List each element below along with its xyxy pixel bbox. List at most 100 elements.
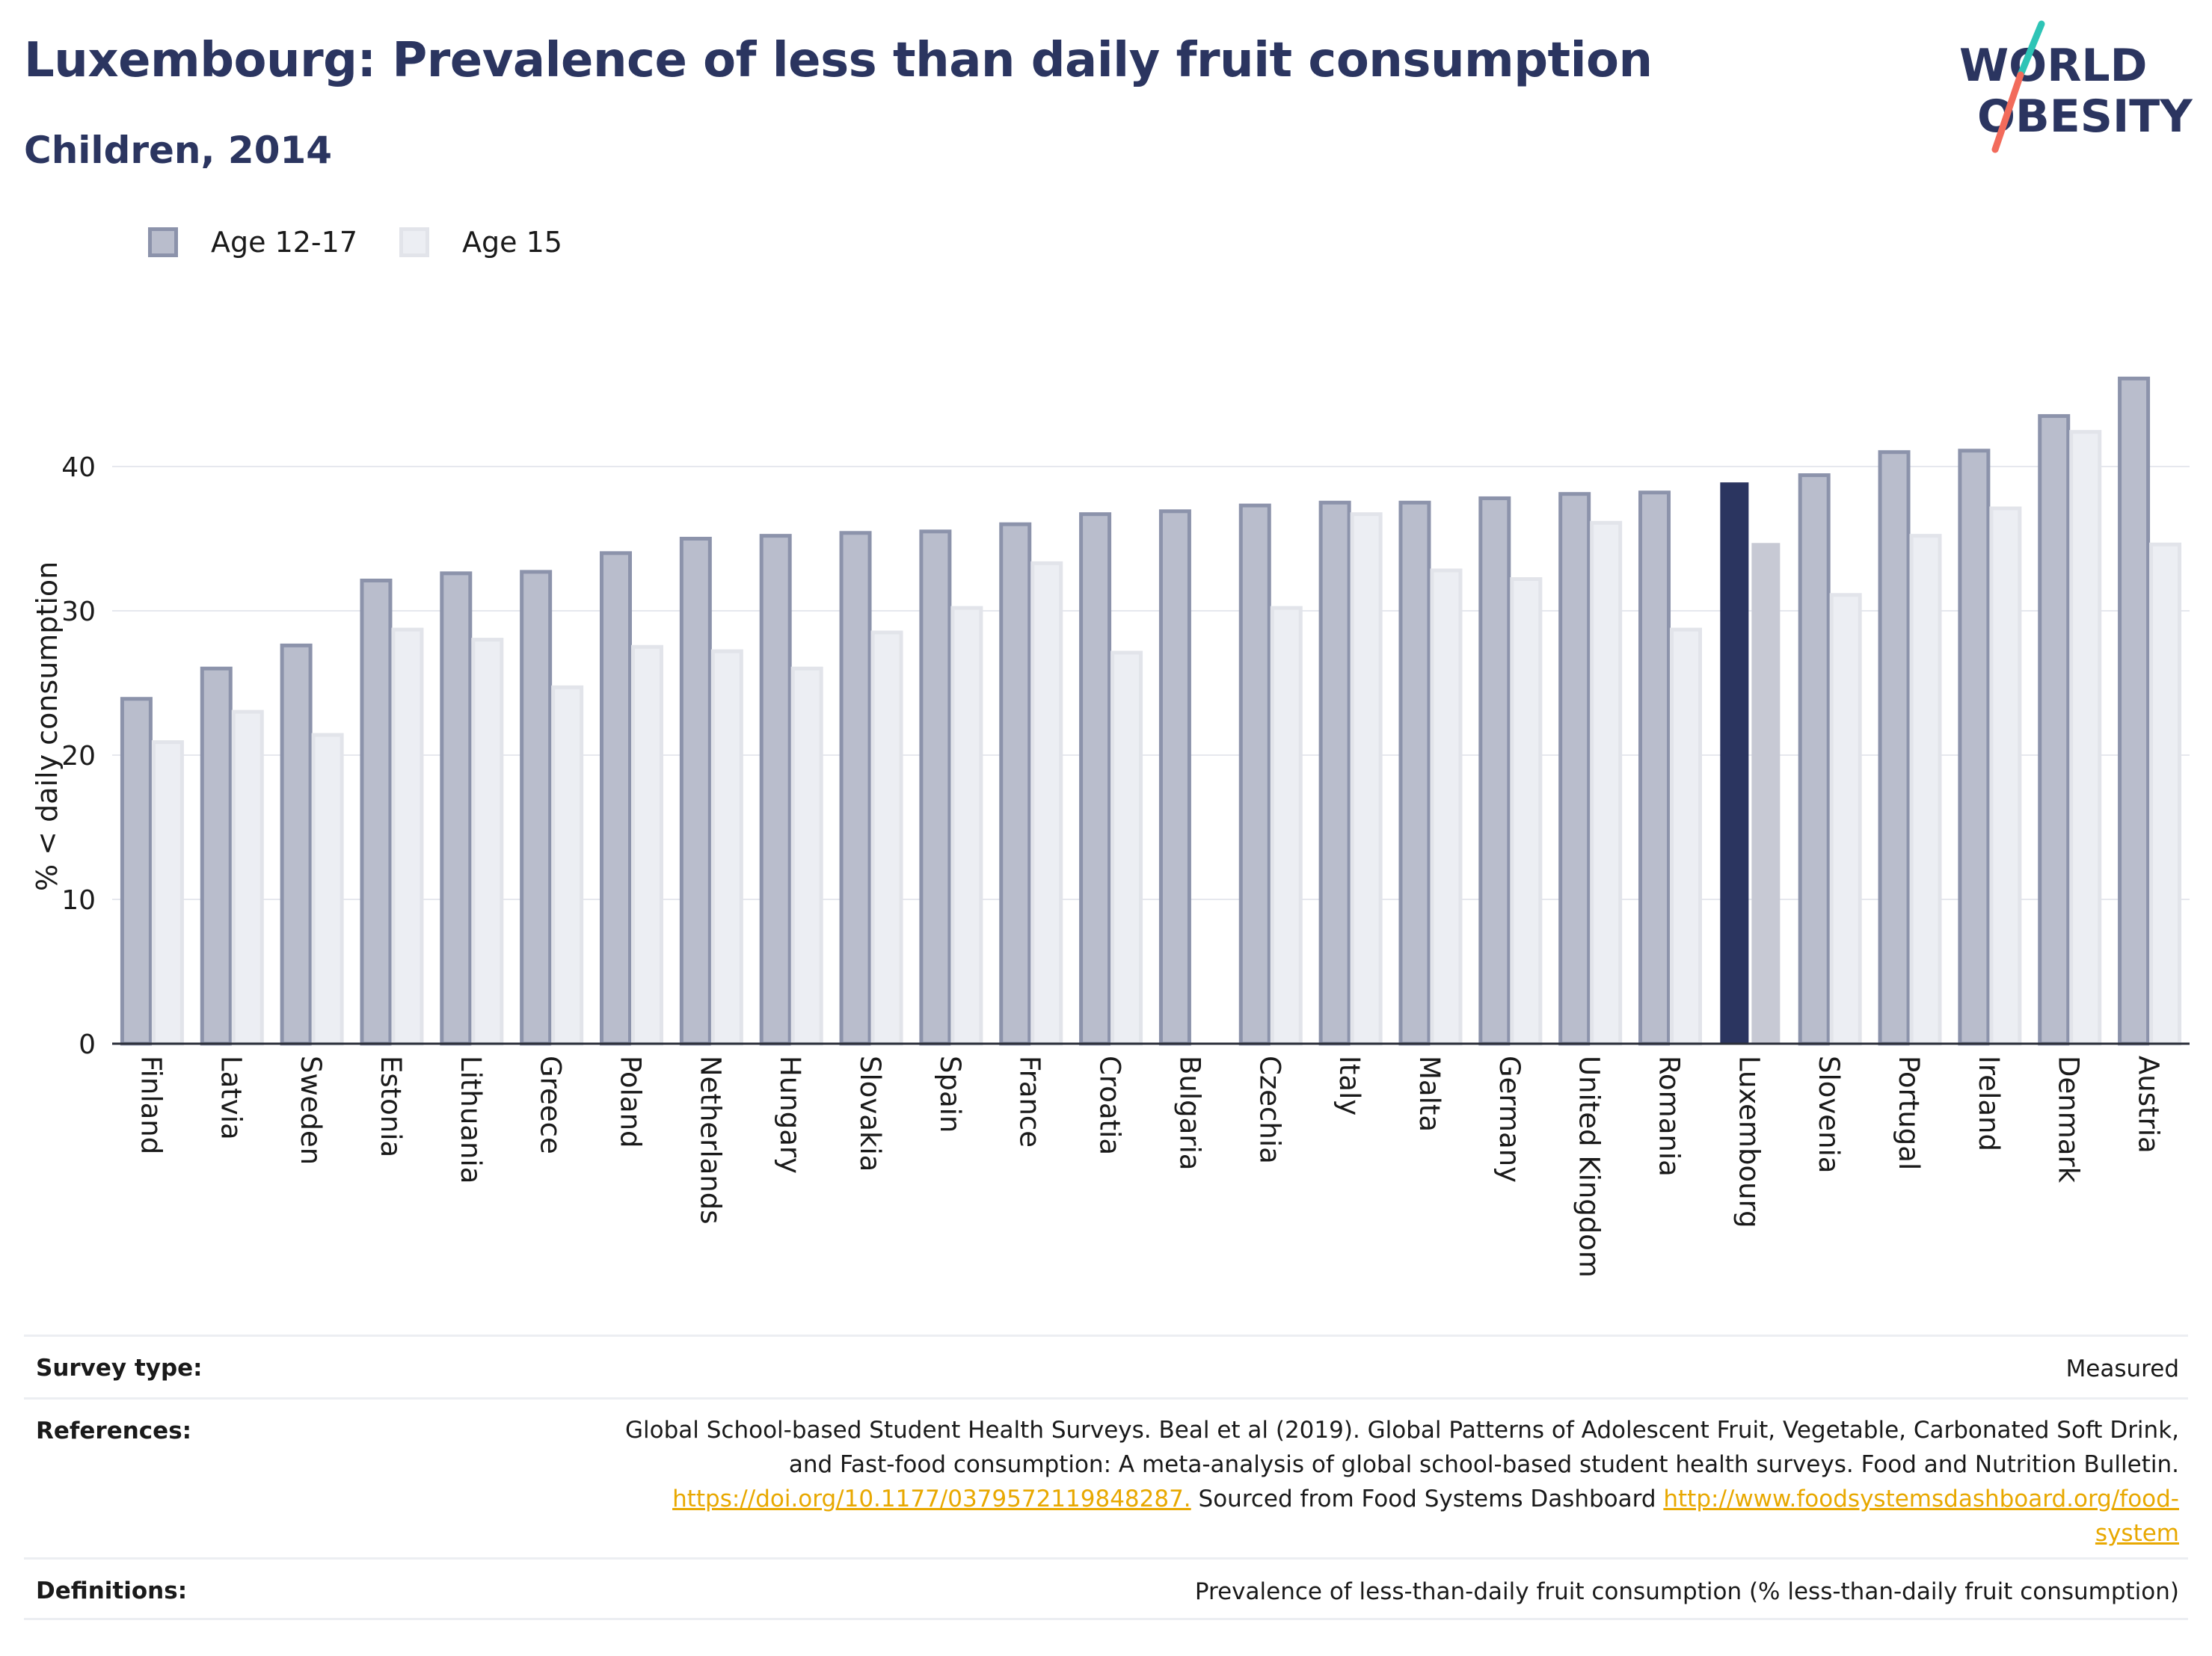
bar-age-12-17-hungary: [759, 534, 792, 1046]
bar-age-15-poland: [631, 644, 663, 1046]
chart-title: Luxembourg: Prevalence of less than dail…: [24, 33, 1653, 88]
bar-age-15-slovenia: [1829, 593, 1862, 1046]
logo-word-world: WORLD: [1959, 40, 2147, 92]
references-label: References:: [36, 1418, 192, 1444]
bar-age-15-netherlands: [710, 649, 743, 1046]
bar-age-15-germany: [1510, 577, 1543, 1046]
bar-age-15-greece: [551, 685, 584, 1046]
x-tick-label-portugal: Portugal: [1893, 1056, 1925, 1170]
x-tick-label-poland: Poland: [615, 1056, 647, 1148]
x-tick-label-latvia: Latvia: [215, 1056, 247, 1140]
world-obesity-logo: WORLD OBESITY: [1959, 20, 2193, 153]
survey-type-label: Survey type:: [36, 1355, 203, 1382]
bar-age-12-17-luxembourg: [1720, 482, 1749, 1044]
bar-age-12-17-united-kingdom: [1558, 492, 1591, 1046]
y-tick-label-0: 0: [79, 1029, 96, 1060]
x-tick-label-germany: Germany: [1493, 1056, 1526, 1183]
info-row-definitions: Definitions: Prevalence of less-than-dai…: [24, 1557, 2188, 1620]
food-systems-dashboard-link-cont[interactable]: system: [2095, 1520, 2179, 1547]
legend-label-age-12-17: Age 12-17: [211, 226, 357, 259]
bar-age-15-latvia: [231, 710, 264, 1046]
legend-label-age-15: Age 15: [462, 226, 562, 259]
references-line-2: and Fast-food consumption: A meta-analys…: [788, 1451, 2179, 1478]
x-tick-label-hungary: Hungary: [774, 1056, 806, 1174]
x-tick-label-greece: Greece: [535, 1056, 567, 1154]
bar-age-15-slovakia: [870, 630, 903, 1046]
y-tick-label-20: 20: [61, 741, 96, 772]
logo-slash-teal: [2017, 20, 2045, 79]
bar-age-12-17-germany: [1478, 496, 1511, 1046]
x-tick-label-bulgaria: Bulgaria: [1173, 1056, 1205, 1170]
x-tick-label-slovakia: Slovakia: [854, 1056, 886, 1172]
x-tick-label-austria: Austria: [2133, 1056, 2165, 1154]
x-tick-label-sweden: Sweden: [295, 1056, 327, 1165]
bar-age-12-17-slovakia: [839, 531, 872, 1046]
bar-age-15-finland: [151, 740, 184, 1046]
legend-item-age-12-17[interactable]: Age 12-17: [148, 220, 357, 265]
bar-age-12-17-sweden: [280, 643, 313, 1046]
legend-item-age-15[interactable]: Age 15: [399, 220, 562, 265]
bar-age-15-luxembourg: [1751, 543, 1781, 1044]
bar-age-12-17-latvia: [200, 666, 233, 1046]
doi-link[interactable]: https://doi.org/10.1177/0379572119848287…: [672, 1486, 1191, 1512]
bar-age-15-portugal: [1909, 534, 1942, 1046]
x-tick-label-lithuania: Lithuania: [455, 1056, 487, 1183]
bar-age-12-17-finland: [120, 697, 153, 1046]
info-table: Survey type: Measured References: Global…: [24, 1335, 2188, 1620]
y-axis-label: % < daily consumption: [31, 561, 64, 891]
x-tick-label-malta: Malta: [1413, 1056, 1446, 1132]
x-tick-label-united-kingdom: United Kingdom: [1573, 1056, 1606, 1278]
bar-age-15-spain: [950, 606, 983, 1046]
bar-age-12-17-spain: [919, 529, 952, 1046]
x-tick-label-italy: Italy: [1333, 1056, 1365, 1115]
x-tick-label-romania: Romania: [1653, 1056, 1686, 1177]
bar-age-12-17-bulgaria: [1158, 509, 1191, 1046]
bar-age-12-17-czechia: [1238, 503, 1271, 1046]
bar-age-15-hungary: [790, 666, 823, 1046]
bar-age-12-17-romania: [1638, 490, 1671, 1046]
x-tick-label-finland: Finland: [135, 1056, 167, 1154]
legend-swatch-age-12-17: [148, 227, 178, 257]
y-tick-label-30: 30: [61, 597, 96, 627]
references-line-3: https://doi.org/10.1177/0379572119848287…: [625, 1482, 2179, 1516]
x-tick-label-czechia: Czechia: [1253, 1056, 1285, 1164]
bar-age-12-17-malta: [1398, 500, 1431, 1046]
chart-subtitle: Children, 2014: [24, 129, 333, 172]
bar-age-15-france: [1030, 561, 1063, 1046]
bar-age-12-17-portugal: [1878, 450, 1911, 1046]
references-sourced-text: Sourced from Food Systems Dashboard: [1191, 1486, 1664, 1512]
bar-age-15-lithuania: [471, 638, 504, 1046]
x-tick-label-estonia: Estonia: [375, 1056, 407, 1157]
x-tick-label-france: France: [1014, 1056, 1046, 1148]
bar-age-12-17-croatia: [1079, 512, 1112, 1046]
bar-age-12-17-italy: [1318, 500, 1351, 1046]
bar-age-12-17-ireland: [1958, 449, 1991, 1046]
bar-age-15-czechia: [1270, 606, 1303, 1046]
references-line-1: Global School-based Student Health Surve…: [625, 1417, 2179, 1444]
bar-age-15-ireland: [1989, 506, 2022, 1046]
y-tick-label-10: 10: [61, 885, 96, 916]
bar-age-12-17-slovenia: [1798, 473, 1831, 1046]
x-tick-label-netherlands: Netherlands: [694, 1056, 726, 1225]
bar-age-15-malta: [1430, 568, 1463, 1046]
logo-slash-coral: [1991, 71, 2024, 153]
references-value: Global School-based Student Health Surve…: [625, 1413, 2179, 1551]
bar-age-15-united-kingdom: [1590, 520, 1623, 1046]
info-row-references: References: Global School-based Student …: [24, 1397, 2188, 1557]
bar-age-15-italy: [1350, 512, 1383, 1046]
bar-age-15-croatia: [1110, 650, 1143, 1046]
bar-age-12-17-lithuania: [440, 571, 473, 1046]
x-tick-label-luxembourg: Luxembourg: [1733, 1056, 1765, 1228]
definitions-value: Prevalence of less-than-daily fruit cons…: [1194, 1578, 2179, 1605]
bar-age-15-romania: [1670, 627, 1702, 1046]
x-tick-label-croatia: Croatia: [1094, 1056, 1126, 1155]
survey-type-value: Measured: [2065, 1355, 2179, 1382]
bar-age-15-sweden: [311, 733, 344, 1046]
bar-age-15-denmark: [2069, 430, 2102, 1046]
bar-chart: 0 10 20 30 40 % < daily consumption Finland Lat…: [31, 376, 2190, 1278]
food-systems-dashboard-link[interactable]: http://www.foodsystemsdashboard.org/food…: [1663, 1486, 2179, 1512]
definitions-label: Definitions:: [36, 1577, 188, 1604]
x-tick-label-spain: Spain: [934, 1056, 966, 1133]
bar-age-12-17-poland: [600, 551, 632, 1046]
bar-age-12-17-greece: [520, 570, 553, 1046]
